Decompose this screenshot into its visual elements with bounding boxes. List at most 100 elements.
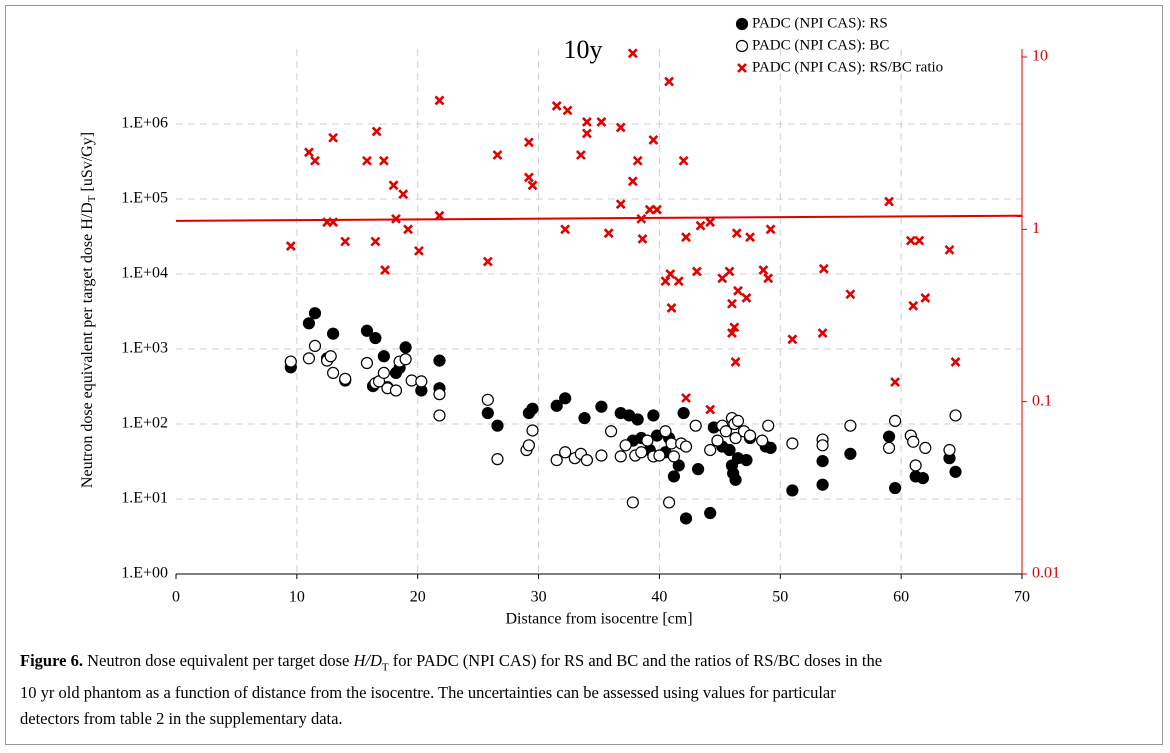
x-tick-label: 70	[1014, 589, 1030, 606]
point	[595, 449, 608, 462]
point	[907, 435, 920, 448]
point	[310, 155, 320, 166]
point	[764, 441, 777, 455]
point	[730, 357, 741, 367]
point	[731, 228, 742, 239]
point	[844, 447, 857, 460]
caption-text: for PADC (NPI CAS) for RS and BC and the…	[388, 651, 883, 670]
legend-marker	[735, 17, 749, 31]
chart: 10y Distance from isocentre [cm] Neutron…	[79, 15, 1060, 628]
point	[377, 350, 390, 363]
y-tick-label: 1.E+05	[121, 190, 168, 207]
point	[727, 298, 737, 309]
point	[704, 443, 717, 457]
point	[380, 265, 391, 276]
point	[580, 454, 594, 467]
point	[482, 256, 493, 267]
point	[888, 481, 902, 495]
point	[527, 180, 538, 191]
point	[433, 388, 446, 401]
point	[615, 122, 626, 133]
y-tick-label: 1.E+03	[121, 340, 168, 357]
x-axis-label: Distance from isocentre [cm]	[505, 611, 692, 628]
x-tick-label: 50	[772, 589, 788, 606]
point	[845, 289, 856, 300]
point	[943, 443, 956, 457]
point	[636, 213, 647, 224]
point	[678, 155, 689, 166]
point	[575, 150, 586, 160]
point	[641, 434, 654, 447]
point	[308, 339, 322, 352]
point	[787, 334, 798, 345]
legend-marker	[735, 39, 749, 53]
caption-label: Figure 6.	[20, 651, 83, 670]
legend-label: PADC (NPI CAS): BC	[752, 37, 889, 53]
point	[526, 424, 539, 437]
point	[691, 266, 702, 277]
y2-tick-label: 0.1	[1032, 392, 1052, 409]
point	[644, 204, 655, 215]
point	[631, 413, 644, 426]
point	[308, 307, 322, 320]
point	[719, 425, 733, 438]
point	[652, 204, 662, 215]
point	[481, 406, 494, 420]
point	[950, 357, 961, 367]
legend-marker	[737, 63, 747, 73]
point	[378, 155, 389, 166]
point	[604, 425, 618, 438]
point	[302, 352, 316, 365]
legend-label: PADC (NPI CAS): RS/BC ratio	[752, 59, 943, 75]
point	[603, 228, 614, 239]
point	[745, 232, 755, 243]
point	[360, 356, 374, 370]
x-tick-label: 30	[531, 589, 547, 606]
point	[711, 434, 724, 447]
point	[284, 355, 297, 368]
point	[526, 402, 539, 415]
point	[919, 441, 932, 455]
point	[914, 235, 925, 246]
point	[596, 117, 607, 127]
point	[729, 322, 740, 333]
point	[562, 105, 573, 116]
point	[817, 328, 828, 339]
point	[662, 496, 676, 509]
point	[890, 377, 901, 387]
point	[559, 446, 572, 459]
point	[434, 210, 445, 221]
point	[724, 266, 735, 277]
point	[595, 400, 608, 413]
caption-text: Neutron dose equivalent per target dose	[82, 651, 354, 670]
point	[727, 328, 737, 339]
point	[415, 375, 428, 388]
point	[522, 439, 536, 452]
point	[660, 276, 671, 287]
x-tick-label: 40	[651, 589, 667, 606]
y2-tick-label: 10	[1032, 48, 1048, 65]
caption-text: 10 yr old phantom as a function of dista…	[20, 683, 836, 703]
point	[741, 292, 752, 303]
x-tick-label: 0	[172, 589, 180, 606]
point	[434, 95, 445, 106]
point	[302, 317, 316, 330]
point	[743, 429, 757, 442]
point	[667, 470, 681, 483]
point	[377, 366, 390, 380]
point	[391, 213, 401, 224]
point	[729, 431, 742, 445]
point	[731, 414, 745, 427]
point	[388, 180, 399, 191]
point	[433, 354, 446, 367]
y-tick-label: 1.E+00	[121, 565, 168, 582]
point	[559, 392, 572, 405]
point	[762, 419, 775, 432]
point	[818, 263, 829, 274]
point	[717, 273, 728, 284]
y-tick-label: 1.E+04	[121, 265, 168, 282]
point	[324, 350, 337, 363]
chart-title: 10y	[564, 35, 603, 64]
point	[920, 292, 931, 303]
point	[523, 172, 534, 183]
